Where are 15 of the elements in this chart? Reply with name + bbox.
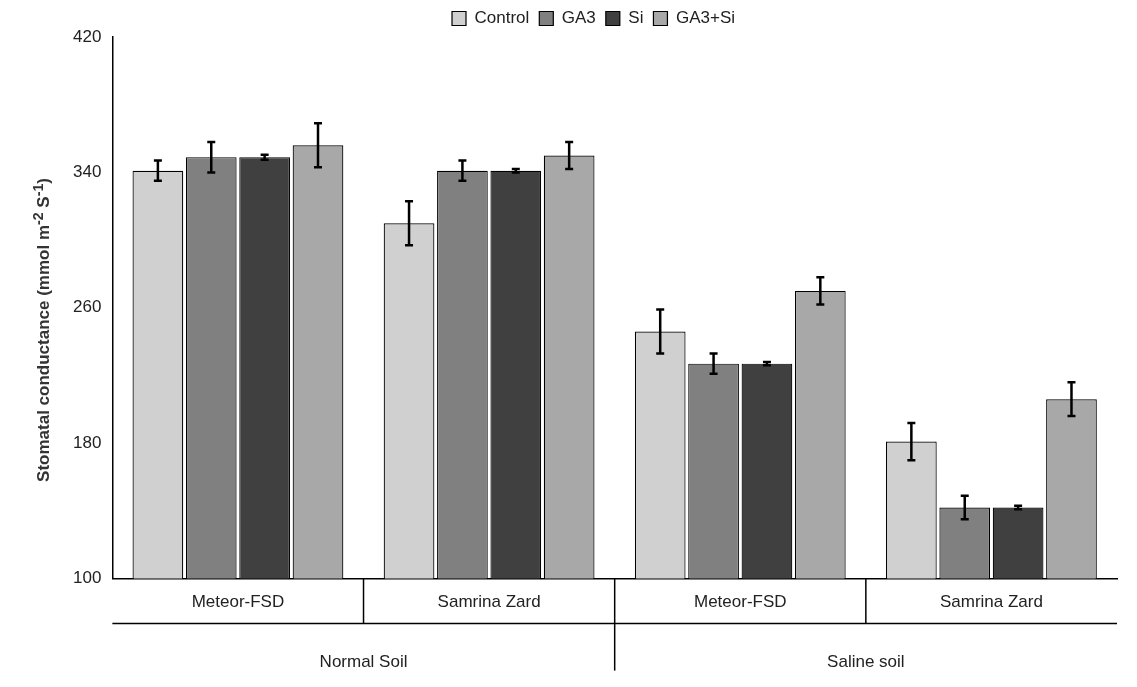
legend-label: GA3	[561, 8, 596, 28]
x-tick-label: Meteor-FSD	[191, 592, 285, 612]
y-tick-label: 180	[72, 432, 102, 452]
x-tick-label: Samrina Zard	[437, 592, 541, 612]
legend-label: Si	[628, 8, 644, 28]
y-tick-label: 260	[72, 297, 102, 317]
y-tick-label: 100	[72, 568, 102, 588]
y-tick-label: 340	[72, 162, 102, 182]
y-tick-label: 420	[72, 26, 102, 46]
legend-label: Control	[474, 8, 530, 28]
legend-label: GA3+Si	[675, 8, 735, 28]
text: Saline soil	[827, 652, 905, 672]
x-tick-label: Samrina Zard	[939, 592, 1043, 612]
text: Normal Soil	[319, 652, 408, 672]
x-tick-label: Meteor-FSD	[693, 592, 787, 612]
